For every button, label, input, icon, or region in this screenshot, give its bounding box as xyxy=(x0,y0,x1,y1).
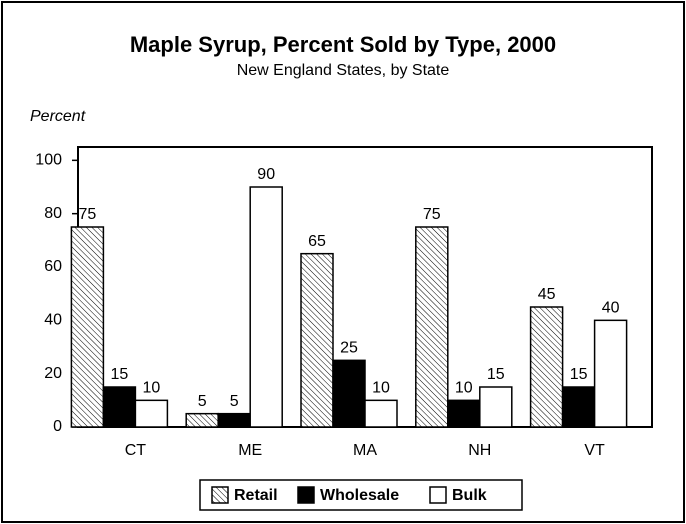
chart-subtitle: New England States, by State xyxy=(237,62,450,79)
value-label: 90 xyxy=(257,166,275,183)
value-label: 25 xyxy=(340,340,358,357)
legend-label: Retail xyxy=(234,487,278,504)
bar xyxy=(593,319,628,428)
bar xyxy=(529,306,564,428)
value-label: 75 xyxy=(423,206,441,223)
y-tick-label: 20 xyxy=(44,365,62,382)
value-label: 5 xyxy=(230,393,239,410)
value-label: 75 xyxy=(79,206,97,223)
legend-swatch xyxy=(211,486,229,504)
y-tick-label: 100 xyxy=(35,152,62,169)
legend-label: Wholesale xyxy=(320,487,399,504)
bar xyxy=(134,399,169,428)
bar xyxy=(415,226,449,428)
legend-box xyxy=(199,479,523,511)
bar xyxy=(364,399,398,428)
x-tick-label: NH xyxy=(468,442,491,459)
bar xyxy=(447,399,481,428)
y-tick-label: 60 xyxy=(44,258,62,275)
bar xyxy=(561,386,596,428)
x-tick-label: CT xyxy=(125,442,147,459)
bar xyxy=(217,412,251,428)
value-label: 45 xyxy=(538,286,556,303)
value-label: 15 xyxy=(570,366,588,383)
value-label: 10 xyxy=(143,380,161,397)
y-tick-label: 80 xyxy=(44,205,62,222)
value-label: 15 xyxy=(111,366,129,383)
value-label: 40 xyxy=(602,300,620,317)
legend-swatch xyxy=(429,486,447,504)
bar xyxy=(332,359,366,428)
value-label: 10 xyxy=(372,380,390,397)
y-tick-label: 0 xyxy=(53,418,62,435)
value-label: 5 xyxy=(198,393,207,410)
x-tick-label: ME xyxy=(238,442,262,459)
bar xyxy=(185,412,219,428)
y-axis-label: Percent xyxy=(30,108,86,125)
x-tick-label: MA xyxy=(353,442,377,459)
value-label: 15 xyxy=(487,366,505,383)
bar xyxy=(70,226,105,428)
bar xyxy=(300,252,334,428)
y-tick-label: 40 xyxy=(44,312,62,329)
value-label: 65 xyxy=(308,233,326,250)
bar xyxy=(479,386,513,428)
bar xyxy=(102,386,137,428)
legend-swatch xyxy=(297,486,315,504)
value-label: 10 xyxy=(455,380,473,397)
chart-title: Maple Syrup, Percent Sold by Type, 2000 xyxy=(130,32,556,57)
x-tick-label: VT xyxy=(584,442,605,459)
legend-label: Bulk xyxy=(452,487,487,504)
bar xyxy=(249,186,283,428)
